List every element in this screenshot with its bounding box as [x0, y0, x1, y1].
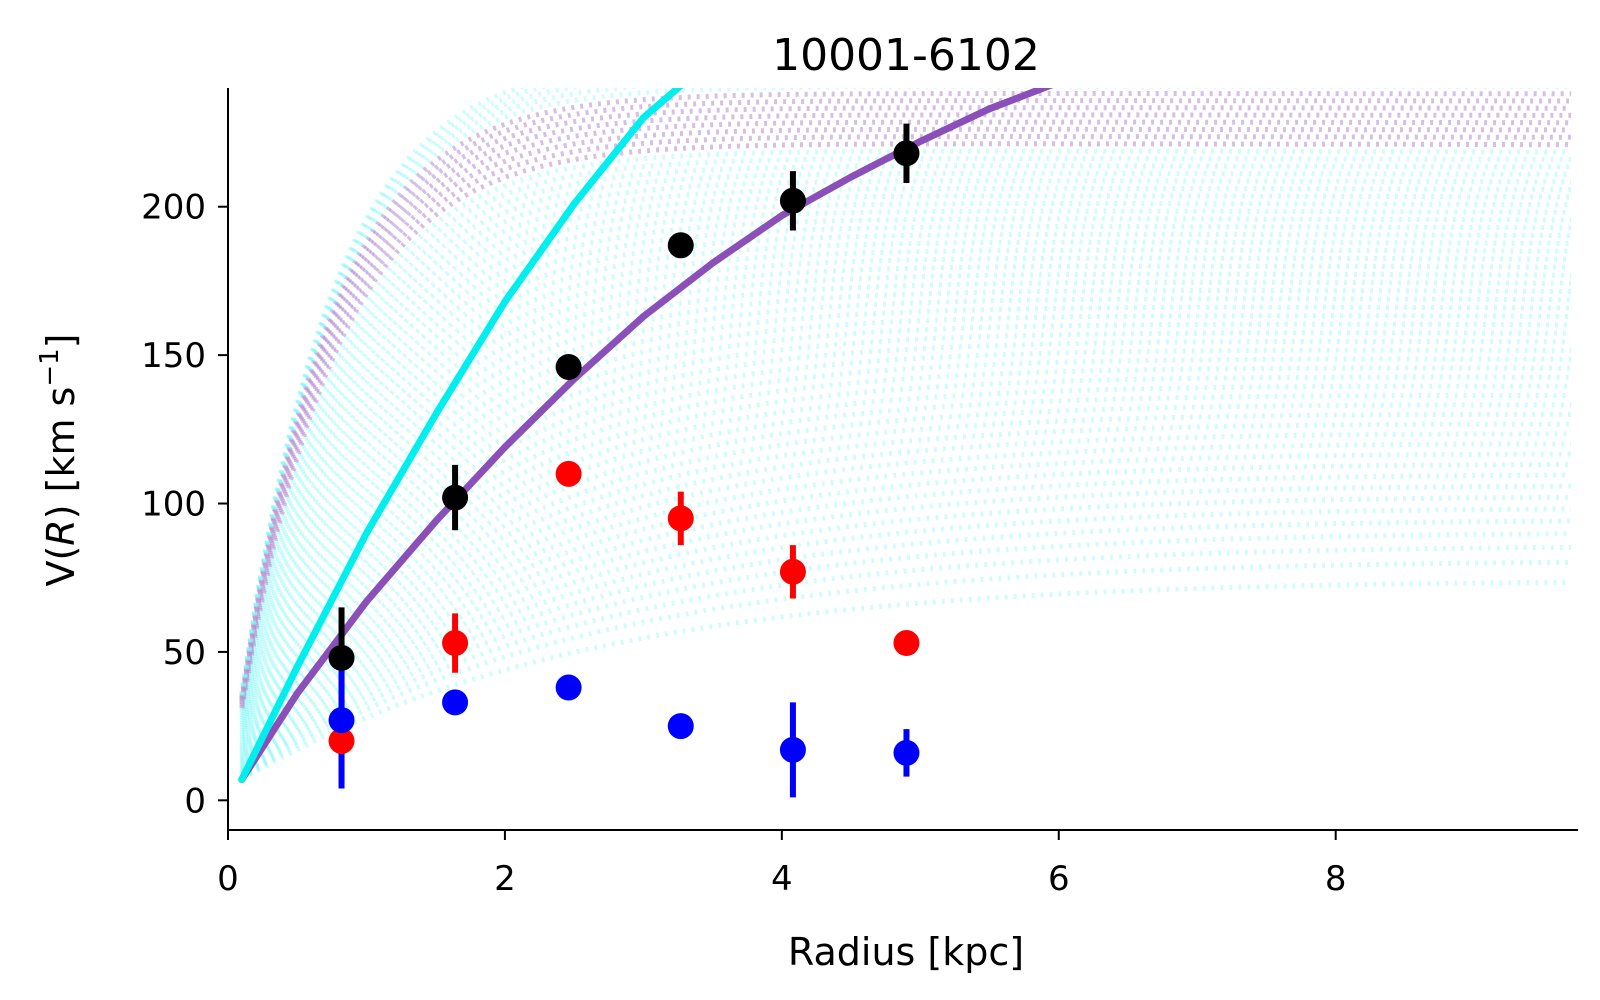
- model-sample-curve: [239, 411, 1572, 771]
- model-sample-curve: [239, 383, 1572, 768]
- y-axis-ticks: 0 50 100 150 200: [141, 188, 228, 821]
- x-tick-label: 4: [771, 859, 793, 899]
- axes: [227, 88, 1578, 831]
- data-points: [328, 140, 920, 766]
- chart-title: 10001-6102: [772, 30, 1040, 81]
- y-tick-label: 200: [141, 188, 206, 228]
- total-velocity-point: [779, 187, 806, 214]
- y-axis-label: V(R) [km s−1]: [35, 333, 83, 586]
- y-axis-label-prefix: V(: [39, 546, 83, 587]
- x-tick-label: 0: [217, 859, 239, 899]
- y-axis-label-close: ]: [39, 333, 83, 348]
- model-sample-curve: [239, 216, 1572, 732]
- model-sample-curve: [239, 156, 1572, 713]
- component-red-point: [442, 630, 469, 657]
- model-sample-curve: [239, 141, 1572, 709]
- model-sample-curve: [239, 208, 1572, 730]
- total-velocity-point: [328, 644, 355, 671]
- model-sample-curve: [239, 313, 1572, 757]
- component-red-point: [555, 460, 582, 487]
- component-red-point: [779, 558, 806, 585]
- model-sample-curve: [239, 105, 1572, 701]
- model-sample-curve: [239, 224, 1572, 735]
- model-sample-curve: [239, 247, 1572, 741]
- model-sample-curve: [240, 494, 1572, 778]
- model-sample-curve: [239, 321, 1572, 758]
- y-axis-label-var: R: [39, 519, 83, 545]
- model-sample-curve: [239, 421, 1572, 772]
- model-sample-curve: [239, 431, 1572, 773]
- model-sample-curve: [239, 441, 1572, 774]
- component-blue-point: [779, 736, 806, 763]
- model-curves: [238, 88, 1054, 783]
- model-sample-curve: [239, 472, 1572, 777]
- component-red-point: [328, 727, 355, 754]
- model-sample-curve: [239, 402, 1572, 770]
- component-blue-point: [555, 674, 582, 701]
- model-sample-curve: [239, 239, 1572, 739]
- y-tick-label: 0: [184, 781, 206, 821]
- model-sample-curve: [239, 279, 1572, 749]
- model-curve-cyan: [238, 88, 684, 783]
- model-sample-curve: [239, 91, 1572, 698]
- component-blue-point: [328, 707, 355, 734]
- model-sample-curve: [239, 88, 527, 695]
- component-blue-point: [667, 713, 694, 740]
- component-red-point: [893, 630, 920, 657]
- model-sample-curve: [239, 201, 1572, 727]
- model-sample-curve: [239, 263, 1572, 745]
- component-red-point: [667, 505, 694, 532]
- model-sample-curve: [239, 170, 1572, 718]
- component-blue-point: [893, 739, 920, 766]
- model-sample-curve: [239, 365, 1572, 765]
- model-sample-curve: [239, 462, 1572, 776]
- model-sample-curve: [239, 393, 1572, 769]
- model-sample-curve: [239, 338, 1572, 761]
- model-sample-curve: [239, 119, 1572, 704]
- model-sample-curve: [240, 559, 1572, 782]
- x-axis-label: Radius [kpc]: [788, 930, 1024, 974]
- model-sample-curve: [239, 451, 1572, 775]
- model-sample-curve: [239, 347, 1572, 763]
- total-velocity-point: [667, 232, 694, 259]
- model-sample-curve: [239, 330, 1572, 760]
- y-tick-label: 50: [163, 633, 206, 673]
- y-axis-label-sup: −1: [35, 348, 65, 386]
- best-fit-curve: [238, 88, 1054, 783]
- y-tick-label: 150: [141, 336, 206, 376]
- x-axis-ticks: 0 2 4 6 8: [217, 830, 1347, 899]
- component-blue-point: [442, 689, 469, 716]
- model-sample-curve: [240, 506, 1572, 779]
- model-sample-curve: [239, 288, 1572, 751]
- y-tick-label: 100: [141, 485, 206, 525]
- model-sample-curve: [239, 255, 1572, 743]
- x-tick-label: 2: [494, 859, 516, 899]
- total-velocity-point: [893, 140, 920, 167]
- total-velocity-point: [555, 353, 582, 380]
- model-sample-curve: [240, 579, 1572, 783]
- x-tick-label: 6: [1048, 859, 1070, 899]
- model-sample-curve: [240, 531, 1572, 780]
- model-sample-curve: [239, 185, 1572, 723]
- y-axis-label-suffix: ) [km s: [39, 387, 83, 520]
- model-sample-curve: [239, 88, 585, 696]
- total-velocity-point: [442, 484, 469, 511]
- x-tick-label: 8: [1325, 859, 1347, 899]
- model-sample-curve: [239, 231, 1572, 737]
